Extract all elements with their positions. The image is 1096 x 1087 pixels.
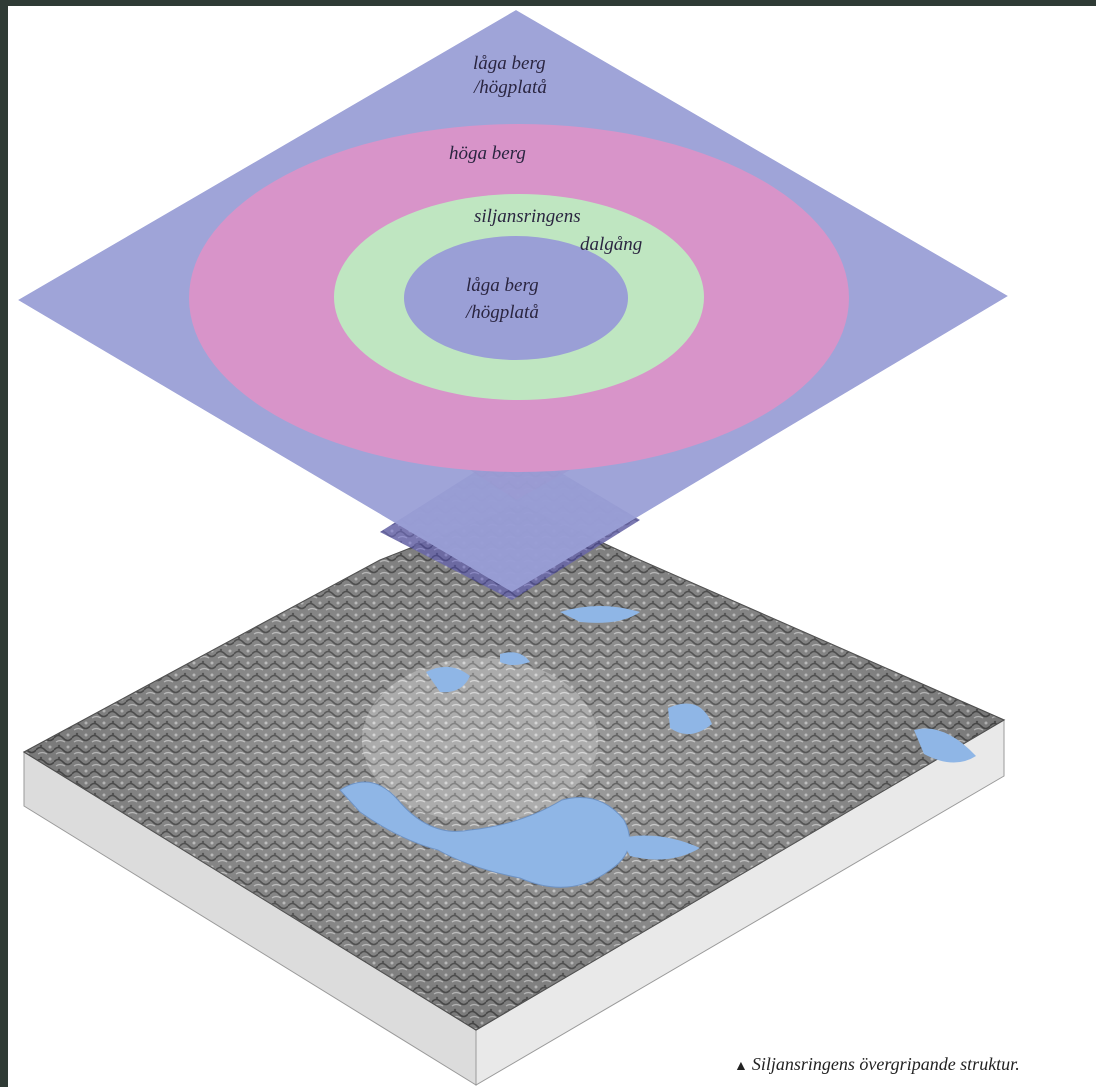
outer-zone-label-line1: låga berg	[473, 53, 546, 74]
lake-east	[668, 703, 712, 735]
inner-zone-label-line2: /högplatå	[466, 302, 539, 323]
structure-plane	[18, 10, 1008, 592]
lake-north	[560, 606, 640, 623]
lake-siljan	[339, 781, 631, 888]
terrain-block	[22, 504, 1006, 1086]
outer-zone-label-line2: /högplatå	[474, 77, 547, 98]
lake-small-north	[500, 652, 530, 665]
lake-far-east	[914, 728, 976, 763]
central-dome-texture	[362, 658, 598, 822]
valley-label-line1: siljansringens	[474, 206, 581, 227]
lake-south	[620, 835, 700, 860]
caption-text: Siljansringens övergripande struktur.	[751, 1054, 1020, 1074]
caption-arrow-icon: ▲	[734, 1059, 748, 1074]
valley-label-line2: dalgång	[580, 234, 643, 255]
high-mountains-label: höga berg	[449, 143, 526, 164]
figure-caption: ▲ Siljansringens övergripande struktur.	[734, 1054, 1020, 1075]
page-top-border	[0, 0, 1096, 6]
inner-zone-label-line1: låga berg	[466, 275, 539, 296]
inner-low-plateau-zone	[404, 236, 628, 360]
lake-orsasjon	[426, 666, 470, 693]
